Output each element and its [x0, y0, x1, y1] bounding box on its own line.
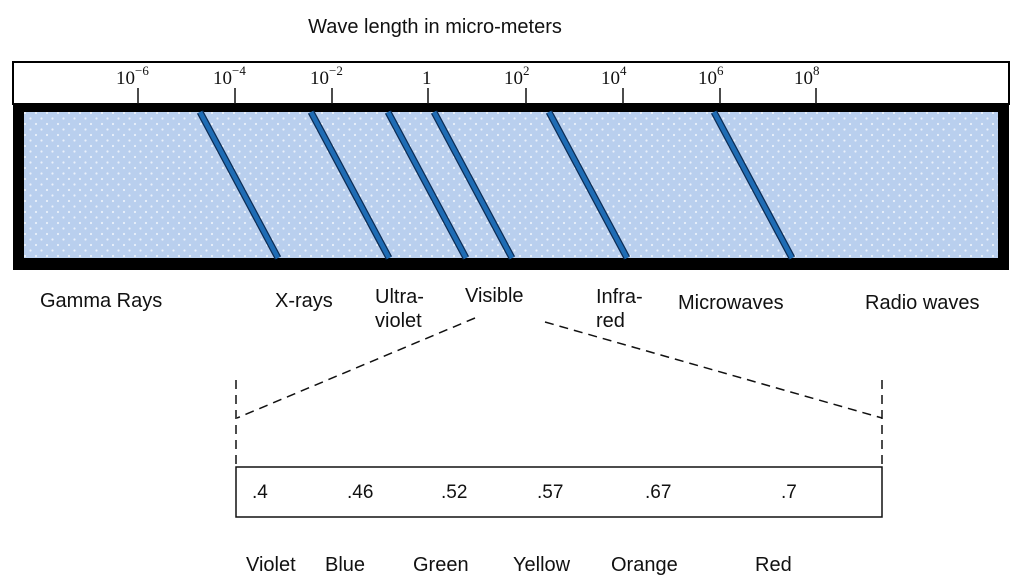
- tick-exponent-text: 8: [813, 63, 820, 78]
- zoom-line-right: [544, 321, 883, 419]
- tick-exponent-text: −2: [329, 63, 343, 78]
- tick-base-text: 10: [116, 68, 135, 89]
- scale-tick: 106: [698, 63, 724, 104]
- region-label: X-rays: [275, 290, 333, 312]
- tick-exponent-text: 4: [620, 63, 627, 78]
- region-label-line: Visible: [465, 285, 524, 307]
- region-label-line: Radio waves: [865, 292, 980, 314]
- wavelength-value: .57: [537, 482, 563, 503]
- region-label-line: X-rays: [275, 290, 333, 312]
- wavelength-value: .52: [441, 482, 467, 503]
- region-label-line: Infra-: [596, 286, 643, 308]
- wavelength-value: .7: [781, 482, 797, 503]
- tick-base-text: 10: [504, 68, 523, 89]
- tick-exponent-text: −6: [135, 63, 149, 78]
- scale-tick: 10−4: [213, 63, 246, 104]
- visible-color-names: Violet Blue Green Yellow Orange Red: [246, 554, 792, 576]
- tick-exponent-text: 2: [523, 63, 530, 78]
- scale-tick: 1: [422, 68, 432, 104]
- region-divider: [386, 110, 468, 260]
- region-divider: [432, 110, 514, 260]
- scale-tick: 10−6: [116, 63, 149, 104]
- scale-bar: [12, 61, 1010, 105]
- tick-base-text: 10: [213, 68, 232, 89]
- scale-tick: 104: [601, 63, 627, 104]
- diagram-title: Wave length in micro-meters: [308, 16, 562, 38]
- scale-tick-label: 1: [422, 68, 432, 89]
- zoom-line-left: [236, 317, 476, 419]
- scale-tick-label: 108: [794, 63, 820, 89]
- color-name: Blue: [325, 554, 365, 576]
- tick-exponent-text: 6: [717, 63, 724, 78]
- scale-tick-label: 10−2: [310, 63, 343, 89]
- region-label-line: Microwaves: [678, 292, 784, 314]
- region-labels: Gamma Rays X-rays Ultra-violet Visible Infra…: [40, 285, 980, 332]
- tick-base-text: 10: [698, 68, 717, 89]
- region-label-line: red: [596, 310, 625, 332]
- region-label-line: Gamma Rays: [40, 290, 162, 312]
- color-name: Yellow: [513, 554, 571, 576]
- visible-range-box: [235, 466, 883, 518]
- scale-tick-label: 104: [601, 63, 627, 89]
- region-label-line: violet: [375, 310, 422, 332]
- wavelength-value: .46: [347, 482, 373, 503]
- region-divider: [198, 110, 280, 260]
- scale-tick: 102: [504, 63, 530, 104]
- scale-tick-label: 10−6: [116, 63, 149, 89]
- region-label: Gamma Rays: [40, 290, 162, 312]
- tick-base-text: 10: [310, 68, 329, 89]
- region-divider: [547, 110, 629, 260]
- tick-exponent-text: −4: [232, 63, 246, 78]
- region-label: Microwaves: [678, 292, 784, 314]
- scale-ticks: 10−6 10−4 10−2 1 102 104 106 108: [116, 63, 820, 104]
- region-divider: [309, 110, 391, 260]
- color-name: Red: [755, 554, 792, 576]
- tick-base-text: 10: [601, 68, 620, 89]
- visible-wavelength-values: .4 .46 .52 .57 .67 .7: [252, 482, 797, 503]
- region-label-line: Ultra-: [375, 286, 424, 308]
- scale-tick: 10−2: [310, 63, 343, 104]
- color-name: Violet: [246, 554, 296, 576]
- region-label: Visible: [465, 285, 524, 307]
- region-divider: [712, 110, 794, 260]
- spectrum-band: [24, 112, 998, 258]
- region-dividers: [196, 110, 796, 260]
- scale-tick: 108: [794, 63, 820, 104]
- color-name: Orange: [611, 554, 678, 576]
- region-label: Radio waves: [865, 292, 980, 314]
- region-label: Ultra-violet: [375, 286, 424, 332]
- scale-tick-label: 10−4: [213, 63, 246, 89]
- tick-base-text: 10: [794, 68, 813, 89]
- color-name: Green: [413, 554, 469, 576]
- zoom-lines: [235, 317, 883, 465]
- wavelength-value: .4: [252, 482, 268, 503]
- scale-tick-label: 106: [698, 63, 724, 89]
- tick-base-text: 1: [422, 68, 432, 89]
- wavelength-value: .67: [645, 482, 671, 503]
- region-label: Infra-red: [596, 286, 643, 332]
- scale-tick-label: 102: [504, 63, 530, 89]
